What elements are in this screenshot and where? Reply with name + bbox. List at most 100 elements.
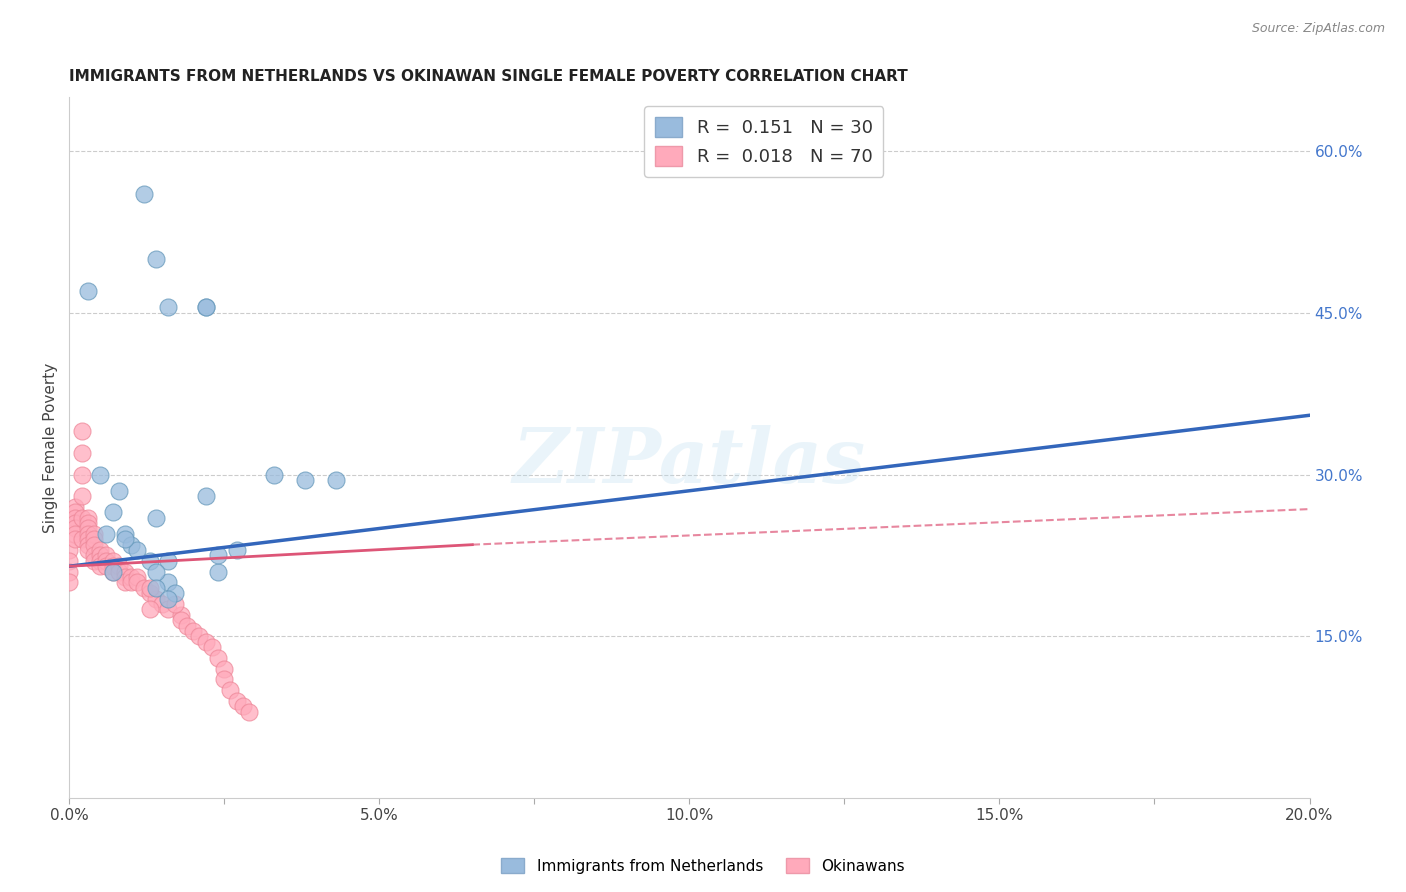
Point — [76, 543, 98, 558]
Point — [76, 527, 98, 541]
Point — [145, 510, 167, 524]
Point — [207, 651, 229, 665]
Point — [114, 527, 136, 541]
Point — [101, 554, 124, 568]
Point — [96, 554, 118, 568]
Point — [201, 640, 224, 654]
Text: IMMIGRANTS FROM NETHERLANDS VS OKINAWAN SINGLE FEMALE POVERTY CORRELATION CHART: IMMIGRANTS FROM NETHERLANDS VS OKINAWAN … — [69, 69, 908, 84]
Point — [70, 446, 93, 460]
Point — [207, 565, 229, 579]
Point — [76, 510, 98, 524]
Point — [76, 516, 98, 530]
Point — [96, 549, 118, 563]
Point — [58, 575, 80, 590]
Point — [163, 586, 186, 600]
Point — [89, 549, 111, 563]
Point — [294, 473, 316, 487]
Point — [114, 575, 136, 590]
Point — [65, 516, 87, 530]
Point — [232, 699, 254, 714]
Point — [219, 683, 242, 698]
Point — [114, 570, 136, 584]
Point — [101, 565, 124, 579]
Point — [163, 597, 186, 611]
Point — [325, 473, 347, 487]
Point — [214, 673, 236, 687]
Point — [83, 554, 105, 568]
Text: ZIPatlas: ZIPatlas — [513, 425, 866, 499]
Point — [145, 581, 167, 595]
Point — [194, 489, 217, 503]
Point — [89, 467, 111, 482]
Point — [65, 510, 87, 524]
Point — [170, 613, 193, 627]
Point — [157, 301, 180, 315]
Point — [96, 527, 118, 541]
Point — [238, 705, 260, 719]
Point — [83, 533, 105, 547]
Legend: Immigrants from Netherlands, Okinawans: Immigrants from Netherlands, Okinawans — [495, 852, 911, 880]
Point — [181, 624, 204, 638]
Point — [58, 543, 80, 558]
Point — [96, 559, 118, 574]
Point — [157, 591, 180, 606]
Point — [150, 597, 173, 611]
Point — [127, 570, 149, 584]
Point — [176, 618, 198, 632]
Point — [194, 634, 217, 648]
Point — [65, 500, 87, 514]
Point — [101, 505, 124, 519]
Point — [120, 570, 142, 584]
Point — [263, 467, 285, 482]
Point — [89, 543, 111, 558]
Point — [65, 521, 87, 535]
Point — [108, 483, 131, 498]
Point — [194, 301, 217, 315]
Point — [194, 301, 217, 315]
Point — [65, 505, 87, 519]
Point — [70, 425, 93, 439]
Point — [114, 565, 136, 579]
Point — [145, 252, 167, 266]
Point — [139, 581, 162, 595]
Point — [225, 543, 247, 558]
Point — [132, 581, 155, 595]
Point — [76, 285, 98, 299]
Point — [58, 554, 80, 568]
Point — [157, 602, 180, 616]
Point — [132, 187, 155, 202]
Point — [101, 565, 124, 579]
Point — [188, 629, 211, 643]
Point — [139, 554, 162, 568]
Point — [76, 533, 98, 547]
Point — [170, 607, 193, 622]
Point — [70, 533, 93, 547]
Point — [58, 565, 80, 579]
Point — [76, 521, 98, 535]
Point — [157, 554, 180, 568]
Point — [207, 549, 229, 563]
Point — [101, 559, 124, 574]
Point — [83, 549, 105, 563]
Point — [120, 538, 142, 552]
Text: Source: ZipAtlas.com: Source: ZipAtlas.com — [1251, 22, 1385, 36]
Y-axis label: Single Female Poverty: Single Female Poverty — [44, 362, 58, 533]
Point — [83, 527, 105, 541]
Point — [139, 586, 162, 600]
Point — [214, 662, 236, 676]
Legend: R =  0.151   N = 30, R =  0.018   N = 70: R = 0.151 N = 30, R = 0.018 N = 70 — [644, 106, 883, 177]
Point — [127, 575, 149, 590]
Point — [114, 533, 136, 547]
Point — [145, 591, 167, 606]
Point — [145, 565, 167, 579]
Point — [70, 510, 93, 524]
Point — [65, 527, 87, 541]
Point — [65, 533, 87, 547]
Point — [108, 559, 131, 574]
Point — [89, 559, 111, 574]
Point — [120, 575, 142, 590]
Point — [225, 694, 247, 708]
Point — [76, 538, 98, 552]
Point — [70, 467, 93, 482]
Point — [89, 554, 111, 568]
